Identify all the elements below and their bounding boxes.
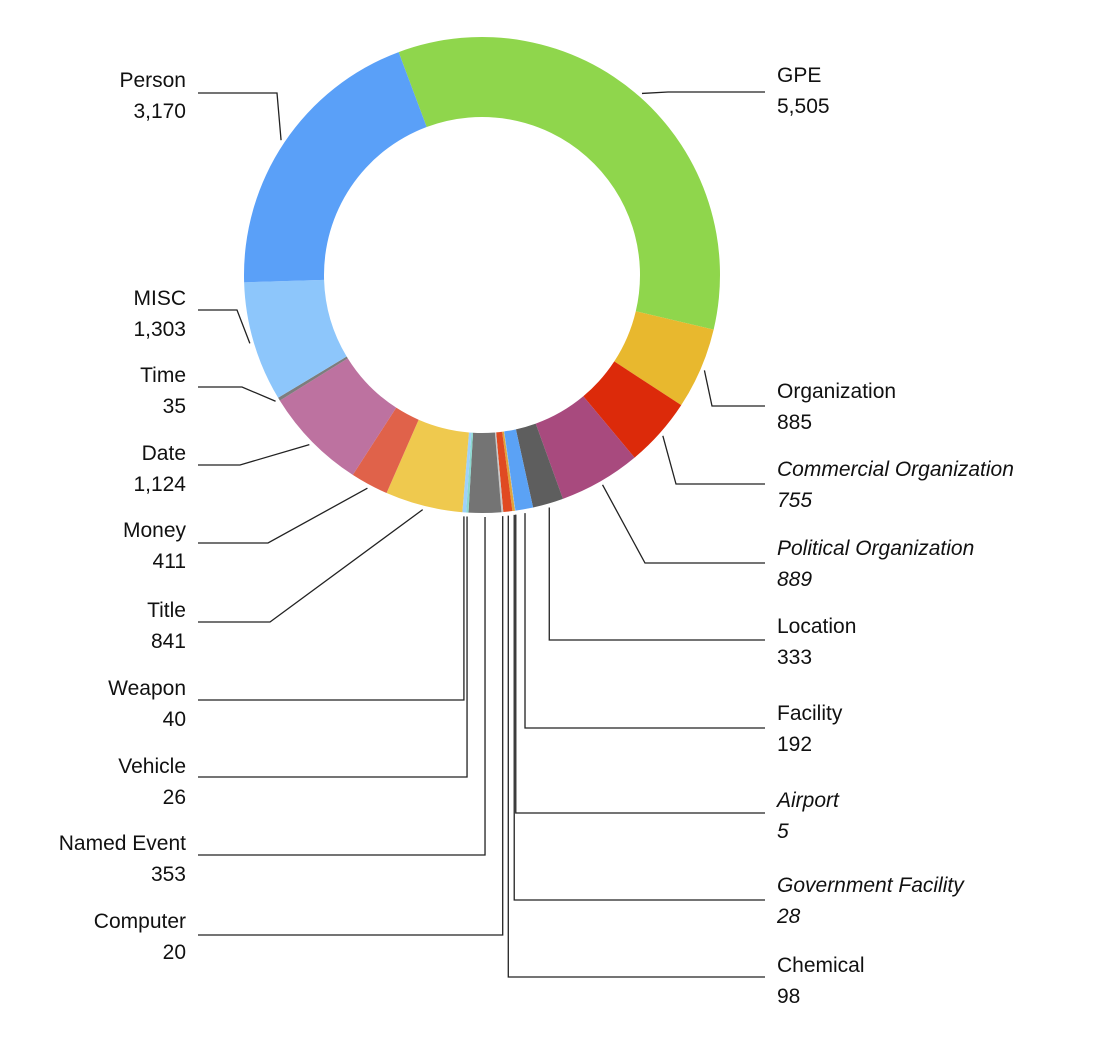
value-weapon: 40: [163, 708, 186, 731]
label-chemical: Chemical: [777, 954, 865, 977]
slice-money: [352, 407, 419, 494]
slice-location: [515, 423, 563, 508]
label-named-event: Named Event: [59, 832, 186, 855]
leader-gpe: [641, 91, 765, 95]
leader-title: [198, 509, 424, 623]
leader-lines: [198, 91, 765, 978]
value-government-facility: 28: [776, 905, 801, 928]
value-date: 1,124: [133, 473, 186, 496]
slice-time: [278, 356, 348, 401]
slice-airport: [503, 431, 516, 511]
leader-money: [198, 487, 368, 544]
label-money: Money: [123, 519, 187, 542]
label-computer: Computer: [94, 910, 186, 933]
slice-computer: [494, 432, 504, 513]
leader-location: [548, 507, 765, 641]
slice-person: [244, 52, 427, 283]
leader-airport: [515, 514, 765, 814]
label-government-facility: Government Facility: [777, 874, 965, 897]
leader-weapon: [198, 516, 465, 701]
value-time: 35: [163, 395, 186, 418]
leader-named-event: [198, 516, 486, 856]
label-facility: Facility: [777, 702, 843, 725]
label-airport: Airport: [775, 789, 840, 812]
value-money: 411: [153, 550, 186, 573]
slice-vehicle: [466, 432, 474, 513]
value-misc: 1,303: [133, 318, 186, 341]
value-organization: 885: [777, 411, 812, 434]
label-gpe: GPE: [777, 64, 821, 87]
value-title: 841: [151, 630, 186, 653]
value-gpe: 5,505: [777, 95, 830, 118]
slice-gpe: [398, 36, 721, 330]
label-date: Date: [142, 442, 186, 465]
value-vehicle: 26: [163, 786, 186, 809]
slice-commercial-organization: [583, 361, 682, 458]
value-person: 3,170: [133, 100, 186, 123]
slice-weapon: [462, 432, 472, 513]
value-computer: 20: [163, 941, 186, 964]
label-vehicle: Vehicle: [118, 755, 186, 778]
value-chemical: 98: [777, 985, 800, 1008]
slice-title: [386, 419, 469, 513]
leader-political-organization: [601, 484, 765, 564]
leader-commercial-organization: [662, 435, 765, 485]
slice-organization: [614, 311, 714, 406]
label-time: Time: [140, 364, 186, 387]
label-commercial-organization: Commercial Organization: [777, 458, 1014, 481]
slice-political-organization: [535, 396, 635, 499]
slice-government-facility: [502, 431, 515, 512]
label-location: Location: [777, 615, 856, 638]
label-weapon: Weapon: [108, 677, 186, 700]
value-airport: 5: [777, 820, 789, 843]
leader-organization: [703, 370, 765, 407]
value-commercial-organization: 755: [777, 489, 812, 512]
leader-vehicle: [198, 516, 468, 778]
slice-labels: GPE 5,505 Organization 885 Commercial Organi…: [59, 64, 1014, 1008]
label-misc: MISC: [134, 287, 187, 310]
donut-slices: [244, 36, 721, 513]
slice-chemical: [496, 431, 513, 513]
leader-computer: [198, 516, 504, 936]
label-person: Person: [119, 69, 186, 92]
value-named-event: 353: [151, 863, 186, 886]
value-location: 333: [777, 646, 812, 669]
leader-person: [198, 92, 282, 141]
slice-date: [279, 358, 397, 475]
leader-chemical: [507, 515, 765, 978]
label-organization: Organization: [777, 380, 896, 403]
leader-facility: [524, 513, 765, 729]
slice-misc: [244, 279, 347, 398]
leader-time: [198, 386, 276, 402]
leader-date: [198, 443, 310, 466]
label-title: Title: [147, 599, 186, 622]
leader-misc: [198, 309, 251, 344]
label-political-organization: Political Organization: [777, 537, 974, 560]
value-political-organization: 889: [777, 568, 812, 591]
slice-named-event: [468, 432, 502, 513]
slice-facility: [504, 429, 534, 511]
leader-government-facility: [513, 514, 765, 901]
value-facility: 192: [777, 733, 812, 756]
